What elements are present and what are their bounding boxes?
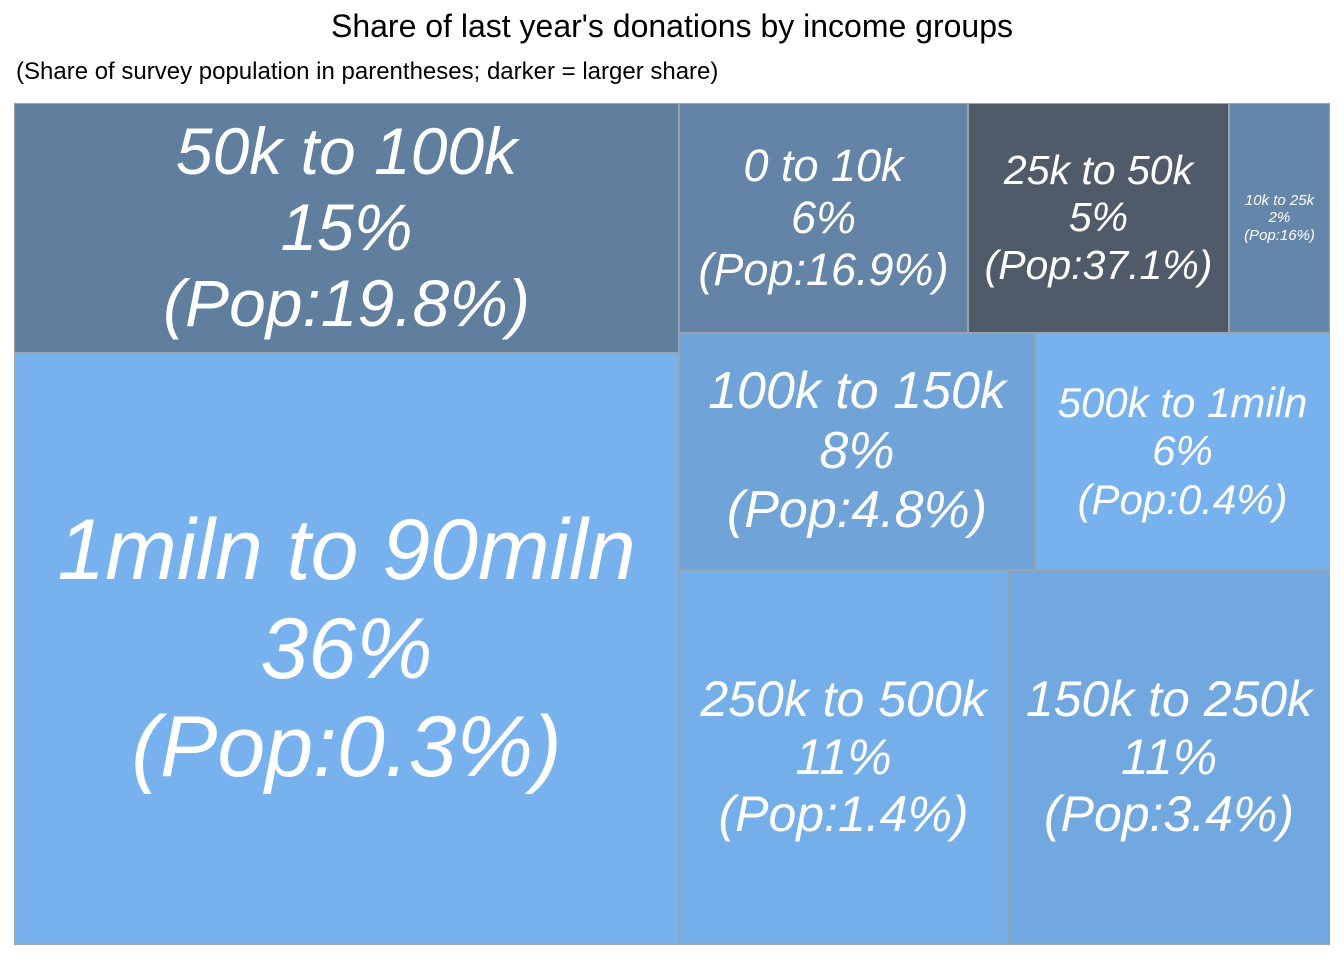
tile-pop-label: (Pop:16%) bbox=[1244, 226, 1315, 244]
tile-share-label: 8% bbox=[819, 421, 895, 480]
tile-share-label: 2% bbox=[1268, 209, 1291, 227]
treemap-tile: 0 to 10k 6% (Pop:16.9%) bbox=[679, 103, 968, 333]
tile-group-label: 500k to 1miln bbox=[1057, 379, 1308, 427]
tile-pop-label: (Pop:16.9%) bbox=[698, 243, 949, 295]
tile-pop-label: (Pop:1.4%) bbox=[718, 786, 969, 843]
tile-group-label: 50k to 100k bbox=[175, 114, 518, 189]
chart-subtitle: (Share of survey population in parenthes… bbox=[16, 58, 719, 85]
tile-pop-label: (Pop:37.1%) bbox=[984, 241, 1213, 288]
tile-pop-label: (Pop:0.4%) bbox=[1077, 475, 1288, 523]
tile-share-label: 36% bbox=[260, 600, 433, 697]
treemap-tile: 100k to 150k 8% (Pop:4.8%) bbox=[679, 333, 1035, 570]
treemap-tile: 1miln to 90miln 36% (Pop:0.3%) bbox=[14, 353, 679, 945]
tile-share-label: 11% bbox=[795, 728, 892, 785]
tile-share-label: 6% bbox=[1152, 427, 1213, 475]
treemap-tile: 10k to 25k 2% (Pop:16%) bbox=[1229, 103, 1330, 333]
treemap-tile: 50k to 100k 15% (Pop:19.8%) bbox=[14, 103, 679, 353]
tile-pop-label: (Pop:19.8%) bbox=[163, 265, 530, 340]
treemap-tile: 150k to 250k 11% (Pop:3.4%) bbox=[1008, 570, 1330, 945]
tile-share-label: 11% bbox=[1120, 728, 1218, 785]
tile-group-label: 100k to 150k bbox=[708, 361, 1006, 420]
treemap-tile: 250k to 500k 11% (Pop:1.4%) bbox=[679, 570, 1008, 945]
tile-share-label: 15% bbox=[280, 190, 413, 265]
treemap-tile: 500k to 1miln 6% (Pop:0.4%) bbox=[1035, 333, 1330, 570]
tile-group-label: 1miln to 90miln bbox=[57, 501, 636, 598]
treemap-tile: 25k to 50k 5% (Pop:37.1%) bbox=[968, 103, 1229, 333]
tile-group-label: 0 to 10k bbox=[743, 140, 904, 192]
tile-group-label: 150k to 250k bbox=[1025, 671, 1313, 728]
tile-pop-label: (Pop:4.8%) bbox=[726, 481, 988, 540]
chart-title: Share of last year's donations by income… bbox=[330, 8, 1014, 44]
tile-group-label: 25k to 50k bbox=[1003, 147, 1194, 194]
tile-pop-label: (Pop:3.4%) bbox=[1043, 786, 1295, 843]
tile-pop-label: (Pop:0.3%) bbox=[131, 699, 562, 796]
tile-group-label: 250k to 500k bbox=[700, 671, 987, 728]
tile-share-label: 5% bbox=[1068, 194, 1129, 241]
treemap: 50k to 100k 15% (Pop:19.8%) 0 to 10k 6% (Pop:… bbox=[14, 103, 1330, 945]
tile-share-label: 6% bbox=[790, 192, 857, 244]
tile-group-label: 10k to 25k bbox=[1244, 192, 1315, 210]
